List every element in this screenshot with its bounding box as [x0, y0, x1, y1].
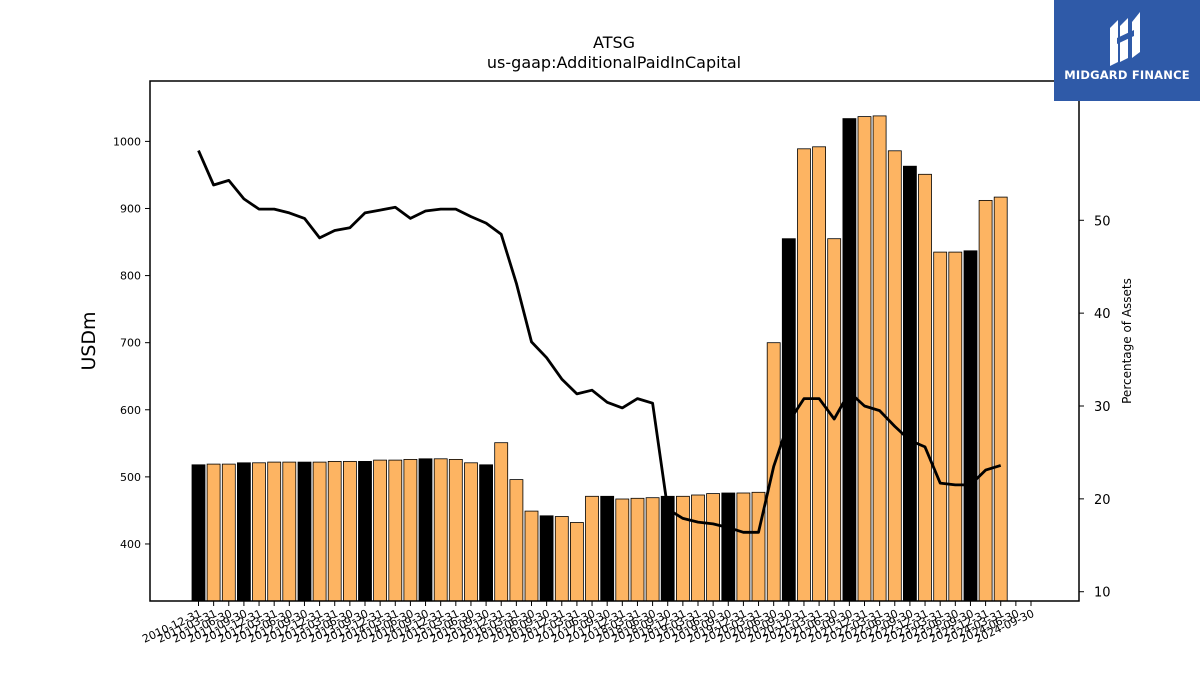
bar	[464, 462, 478, 602]
midgard-finance-logo: MIDGARD FINANCE	[1054, 0, 1200, 101]
bar	[797, 148, 811, 602]
bar	[539, 515, 554, 602]
right-axis-ticks: 10 20 30 40 50	[1079, 214, 1111, 601]
bar	[221, 463, 236, 602]
series-line	[197, 150, 1002, 534]
bar	[872, 115, 887, 602]
y-tick-label: 800	[120, 270, 141, 283]
y-tick-label: 500	[120, 471, 141, 484]
y2-tick-label: 40	[1094, 307, 1111, 322]
bar	[418, 458, 433, 602]
bar	[479, 464, 494, 602]
bar	[812, 146, 826, 602]
bar	[312, 461, 327, 602]
bar	[645, 497, 660, 602]
bar	[524, 510, 539, 602]
y-tick-label: 700	[120, 337, 141, 350]
bar	[358, 460, 372, 602]
bar	[918, 173, 932, 602]
bar	[676, 495, 690, 602]
bar	[373, 459, 388, 602]
bar	[978, 199, 993, 602]
bar	[736, 492, 751, 602]
bar	[570, 522, 584, 602]
bar	[887, 150, 902, 602]
bar	[327, 460, 342, 602]
y2-tick-label: 50	[1094, 214, 1111, 229]
y2-axis-label: Percentage of Assets	[1120, 278, 1134, 404]
bar	[948, 251, 963, 602]
y2-tick-label: 10	[1094, 586, 1111, 601]
bar	[630, 497, 645, 602]
chart-title: ATSG	[593, 33, 635, 52]
bar	[403, 458, 418, 602]
bar	[585, 495, 599, 602]
bar	[721, 492, 736, 602]
bar	[191, 464, 206, 602]
bar	[857, 116, 872, 602]
y-tick-label: 900	[120, 202, 141, 215]
bar	[706, 493, 720, 602]
bar	[282, 461, 297, 602]
plot-frame	[149, 80, 1080, 602]
y-tick-label: 400	[120, 538, 141, 551]
left-axis-ticks: 400 500 600 700 800 900 1000	[113, 135, 150, 551]
bar	[554, 516, 569, 602]
bars-layer	[191, 115, 1008, 602]
logo-mark-icon	[1110, 12, 1140, 66]
y-tick-label: 600	[120, 404, 141, 417]
bar	[842, 118, 857, 602]
bar	[388, 459, 403, 602]
bar	[433, 458, 448, 602]
bar	[448, 458, 463, 602]
bar	[903, 165, 917, 602]
bar	[600, 495, 615, 602]
bar	[206, 463, 221, 602]
bar	[933, 251, 948, 602]
bar	[236, 462, 251, 602]
bar	[691, 494, 705, 602]
bar	[342, 460, 357, 602]
y-axis-label: USDm	[78, 311, 100, 370]
chart-subtitle: us-gaap:AdditionalPaidInCapital	[487, 53, 741, 72]
bar	[297, 461, 312, 602]
line-layer	[197, 150, 1002, 534]
bar	[963, 250, 978, 602]
y2-tick-label: 30	[1094, 400, 1111, 415]
bar	[509, 479, 524, 602]
bar	[494, 442, 509, 602]
bar	[267, 461, 282, 602]
x-axis-ticks: 2010-12-312011-03-312011-06-302011-09-30…	[140, 601, 1036, 646]
y2-tick-label: 20	[1094, 493, 1111, 508]
bar	[615, 498, 630, 602]
bar	[252, 462, 266, 602]
logo-text: MIDGARD FINANCE	[1064, 68, 1190, 82]
y-tick-label: 1000	[113, 135, 141, 148]
bar	[993, 196, 1008, 602]
